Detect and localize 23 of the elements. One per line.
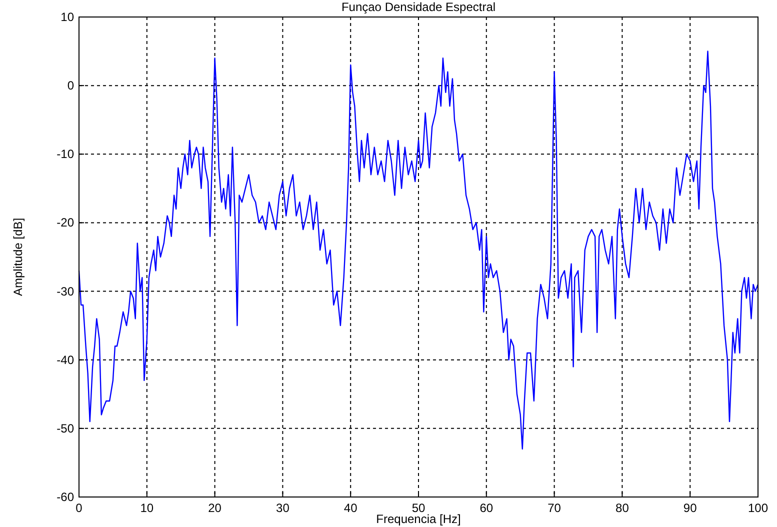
x-tick-label: 30 [276,501,290,515]
y-tick-label: -20 [56,216,74,230]
line-series [78,50,759,450]
y-tick-label: 0 [67,78,74,93]
y-tick-label: 10 [60,10,74,24]
x-tick-label: 60 [480,501,494,515]
x-tick-label: 0 [76,501,83,515]
x-tick-label: 80 [616,501,630,515]
y-tick-label: -40 [56,352,74,367]
x-tick-label: 20 [208,501,222,515]
x-tick-label: 50 [412,501,426,515]
chart-title: Funçao Densidade Espectral [341,0,496,14]
y-tick-label: -10 [56,147,74,162]
y-tick-label: -50 [56,421,74,436]
y-axis-title: Amplitude [dB] [11,218,25,296]
x-tick-label: 10 [140,501,154,515]
x-tick-label: 70 [548,501,562,515]
y-tick-label: -60 [56,490,74,504]
x-tick-label: 90 [683,501,698,515]
y-tick-label: -30 [56,284,74,298]
x-tick-label: 40 [344,501,358,515]
x-axis-title: Frequencia [Hz] [376,512,461,526]
x-tick-label: 100 [748,501,768,515]
